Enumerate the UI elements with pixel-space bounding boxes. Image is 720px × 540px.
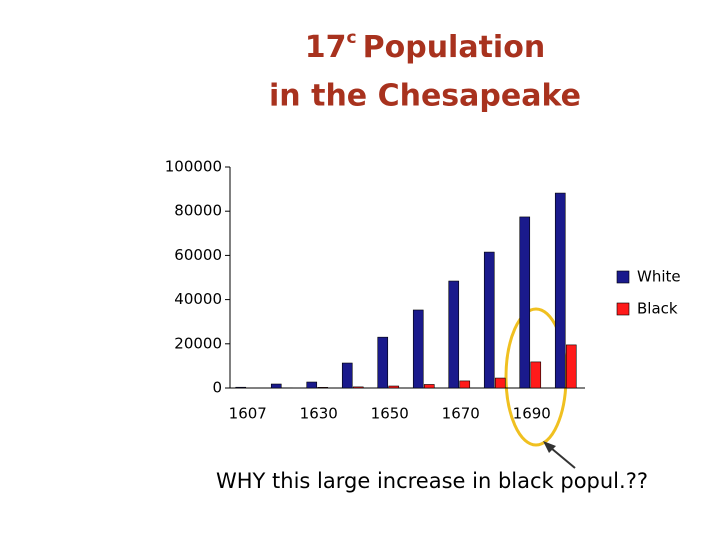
legend-swatch [616, 270, 630, 284]
bar [459, 380, 471, 389]
bar [306, 381, 318, 389]
annotation: WHY this large increase in black popul.?… [216, 469, 648, 493]
bar [377, 336, 389, 389]
x-tick-label: 1630 [300, 405, 338, 423]
chart-title-line2: in the Chesapeake [269, 79, 581, 114]
pointer-head [543, 441, 556, 453]
x-tick-label: 1650 [371, 405, 409, 423]
title-superscript: c [347, 28, 357, 48]
title-number: 17 [305, 30, 347, 65]
y-tick-label: 60000 [174, 246, 222, 264]
bar [483, 251, 495, 389]
legend-swatch [616, 302, 630, 316]
y-tick-label: 80000 [174, 202, 222, 220]
legend-label: White [637, 268, 681, 286]
y-tick-label: 0 [212, 379, 222, 397]
bar [423, 384, 435, 389]
bar [388, 385, 400, 389]
title-word: Population [363, 30, 546, 65]
y-tick-label: 100000 [165, 158, 222, 176]
bar [565, 344, 577, 389]
bar [448, 280, 460, 389]
bar [270, 383, 282, 389]
bar [352, 386, 364, 389]
bar [235, 386, 247, 389]
chart-title: 17c Population [305, 28, 545, 65]
x-tick-label: 1690 [513, 405, 551, 423]
bar [341, 362, 353, 389]
bar [554, 192, 566, 389]
y-tick-label: 40000 [174, 290, 222, 308]
legend-label: Black [637, 300, 678, 318]
bar [412, 309, 424, 389]
x-tick-label: 1670 [442, 405, 480, 423]
bar [530, 361, 542, 389]
y-tick-label: 20000 [174, 334, 222, 352]
bar [519, 216, 531, 389]
bar [494, 377, 506, 389]
x-tick-label: 1607 [229, 405, 267, 423]
bar [317, 387, 329, 389]
